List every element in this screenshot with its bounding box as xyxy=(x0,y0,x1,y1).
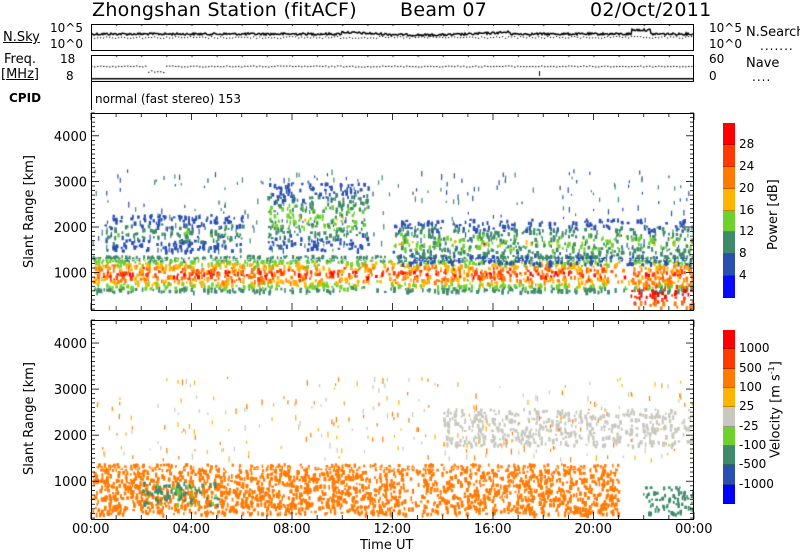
power-colorbar-tick: 16 xyxy=(739,202,755,217)
velocity-colorbar-tick: 500 xyxy=(739,360,762,375)
beam-label: Beam 07 xyxy=(400,0,488,21)
power-colorbar xyxy=(723,123,735,298)
velocity-ytick-label: 3000 xyxy=(54,383,87,398)
nave-tick-bottom: 0 xyxy=(709,69,717,83)
power-ytick-label: 2000 xyxy=(54,221,87,236)
nsky-noise-plot xyxy=(91,24,694,51)
velocity-colorbar-segment xyxy=(723,426,735,446)
power-ytick-label: 4000 xyxy=(54,130,87,145)
x-tick-label: 20:00 xyxy=(574,522,612,537)
freq-label-line2: [MHz] xyxy=(1,67,39,82)
power-range-time-plot xyxy=(92,114,693,310)
velocity-colorbar-segment xyxy=(723,330,735,350)
nsearch-line-style: ....... xyxy=(760,39,794,53)
x-tick-label: 08:00 xyxy=(273,522,311,537)
velocity-ytick-label: 2000 xyxy=(54,429,87,444)
power-colorbar-segment xyxy=(723,123,735,145)
velocity-colorbar-tick: -500 xyxy=(739,457,767,472)
power-colorbar-tick: 4 xyxy=(739,268,747,283)
nave-tick-top: 60 xyxy=(709,52,725,66)
velocity-ytick-label: 4000 xyxy=(54,337,87,352)
velocity-colorbar xyxy=(723,330,735,504)
velocity-colorbar-segment xyxy=(723,407,735,427)
cpid-label: CPID xyxy=(9,91,42,105)
power-colorbar-segment xyxy=(723,188,735,211)
power-colorbar-segment xyxy=(723,210,735,233)
power-colorbar-tick: 12 xyxy=(739,224,755,239)
x-tick-label: 12:00 xyxy=(373,522,411,537)
velocity-colorbar-tick: 1000 xyxy=(739,341,770,356)
x-tick-label: 00:00 xyxy=(72,522,110,537)
nsky-tick-bottom: 10^0 xyxy=(50,37,83,51)
station-title: Zhongshan Station (fitACF) xyxy=(92,0,357,21)
power-colorbar-segment xyxy=(723,166,735,189)
power-colorbar-tick: 8 xyxy=(739,246,747,261)
velocity-colorbar-tick: 100 xyxy=(739,380,762,394)
velocity-colorbar-segment xyxy=(723,484,735,504)
nsearch-tick-top: 10^5 xyxy=(709,21,742,35)
velocity-colorbar-segment xyxy=(723,368,735,388)
freq-tick-bottom: 8 xyxy=(66,69,74,83)
power-colorbar-tick: 20 xyxy=(739,180,755,195)
velocity-colorbar-segment xyxy=(723,388,735,408)
freq-label-line1: Freq. xyxy=(4,52,36,67)
power-colorbar-segment xyxy=(723,144,735,167)
x-tick-label: 00:00 xyxy=(675,522,713,537)
power-ytick-label: 3000 xyxy=(54,175,87,190)
power-colorbar-segment xyxy=(723,232,735,255)
power-ytick-label: 1000 xyxy=(54,267,87,282)
power-colorbar-segment xyxy=(723,254,735,277)
velocity-colorbar-tick: -1000 xyxy=(739,476,774,491)
nave-line-style: .... xyxy=(752,70,772,84)
power-colorbar-tick: 24 xyxy=(739,158,755,173)
nave-label: Nave xyxy=(746,56,780,71)
cpid-axis xyxy=(91,82,92,110)
freq-nave-plot xyxy=(91,55,694,82)
cpid-value: normal (fast stereo) 153 xyxy=(95,92,242,106)
nsky-tick-top: 10^5 xyxy=(50,21,83,35)
nsearch-label: N.Search xyxy=(746,25,800,40)
velocity-colorbar-segment xyxy=(723,465,735,485)
nsky-label: N.Sky xyxy=(3,30,40,45)
velocity-colorbar-tick: -100 xyxy=(739,438,767,452)
freq-tick-top: 18 xyxy=(60,52,76,66)
velocity-colorbar-label: Velocity [m s-1] xyxy=(767,361,784,458)
power-colorbar-tick: 28 xyxy=(739,136,755,151)
x-tick-label: 04:00 xyxy=(172,522,210,537)
velocity-colorbar-segment xyxy=(723,446,735,466)
velocity-colorbar-tick: -25 xyxy=(739,418,759,433)
x-axis-label: Time UT xyxy=(360,538,414,553)
velocity-ylabel: Slant Range [km] xyxy=(22,362,37,475)
velocity-ytick-label: 1000 xyxy=(54,475,87,490)
power-colorbar-segment xyxy=(723,276,735,298)
date-label: 02/Oct/2011 xyxy=(590,0,712,21)
x-tick-label: 16:00 xyxy=(474,522,512,537)
velocity-colorbar-segment xyxy=(723,349,735,369)
nsearch-tick-bottom: 10^0 xyxy=(709,37,742,51)
velocity-range-time-plot xyxy=(92,321,693,519)
velocity-colorbar-tick: 25 xyxy=(739,399,755,414)
